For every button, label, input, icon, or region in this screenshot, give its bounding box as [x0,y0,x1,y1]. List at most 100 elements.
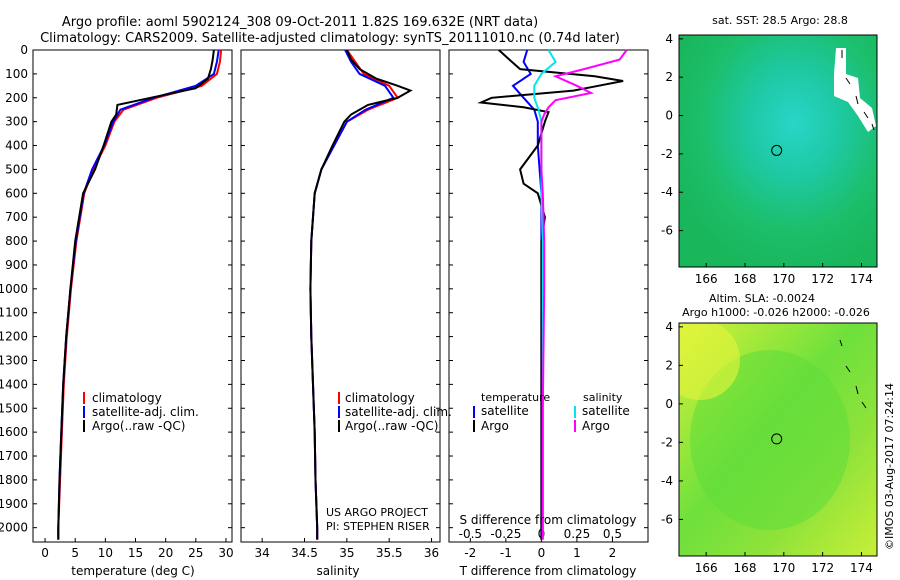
x-tick-label: 15 [128,546,143,560]
difference-y-ticks [449,49,648,529]
depth-tick-label: 1500 [0,401,28,415]
difference-series [477,49,628,540]
difference-panel: -2 -1 0 1 2 -0.5 -0.25 0 0.25 0.5 T difference f… [448,49,649,578]
legend-satellite-label: satellite-adj. clim. [345,405,452,419]
project-name: US ARGO PROJECT [326,506,428,519]
x-tick-label: 30 [218,546,233,560]
x2-tick-label: -0.5 [459,527,482,541]
x2-tick-label: 0.25 [564,527,591,541]
map-y-tick-label: -4 [661,474,673,488]
temperature-series-line-0 [57,49,223,540]
sst-argo-position-marker [771,144,783,156]
map-y-tick-label: -4 [661,185,673,199]
sla-map-frame [678,322,878,557]
sst-map: sat. SST: 28.5 Argo: 28.8 166 168 170 172 17… [661,14,878,286]
depth-tick-label: 800 [5,234,28,248]
salinity-x-ticks: 34 34.5 35 35.5 36 [255,538,439,560]
sla-y-ticks: 4 2 0 -2 -4 -6 [661,320,683,526]
depth-tick-label: 1100 [0,306,28,320]
sla-map-title-2: Argo h1000: -0.026 h2000: -0.026 [682,306,870,319]
temperature-series-line-1 [57,49,220,540]
sst-map-frame [678,34,878,268]
depth-tick-label: 1700 [0,449,28,463]
map-y-tick-label: -6 [661,512,673,526]
x-tick-label: 0 [41,546,49,560]
depth-tick-label: 0 [20,43,28,57]
map-x-tick-label: 170 [772,272,795,286]
temperature-series-line-2 [57,49,215,540]
sla-x-ticks: 166 168 170 172 174 [695,552,873,575]
legend-t-argo-label: Argo [481,419,509,433]
sla-argo-position-marker [771,433,783,445]
map-y-tick-label: 2 [665,358,673,372]
sla-map: Altim. SLA: -0.0024 Argo h1000: -0.026 h… [661,292,878,575]
x-tick-label: -1 [500,546,512,560]
depth-tick-label: 1600 [0,425,28,439]
x-tick-label: 1 [573,546,581,560]
x-tick-label: 25 [188,546,203,560]
legend-argo-label: Argo(..raw -QC) [345,419,438,433]
map-x-tick-label: 172 [811,272,834,286]
sla-high-region [679,323,740,400]
sla-coastline [839,339,867,409]
map-x-tick-label: 174 [850,272,873,286]
difference-plot-frame [448,49,649,543]
header-line-1: Argo profile: aoml 5902124_308 09-Oct-20… [62,15,538,30]
depth-tick-label: 100 [5,67,28,81]
difference-x2-ticks: -0.5 -0.25 0 0.25 0.5 [459,527,622,541]
map-x-tick-label: 170 [772,561,795,575]
x-tick-label: 0 [538,546,546,560]
salinity-legend: climatology satellite-adj. clim. Argo(..… [338,391,452,433]
sst-x-ticks: 166 168 170 172 174 [695,263,873,286]
depth-tick-label: 400 [5,139,28,153]
map-x-tick-label: 168 [734,272,757,286]
x2-tick-label: -0.25 [490,527,521,541]
difference-legend: temperature salinity satellite Argo sate… [473,391,630,433]
map-x-tick-label: 166 [695,561,718,575]
temperature-series [57,49,223,540]
salinity-series-line-1 [309,49,395,540]
x-tick-label: 34.5 [291,546,318,560]
legend-climatology-label: climatology [92,391,162,405]
salinity-x-label: salinity [316,564,359,578]
sst-field [679,35,877,267]
temperature-panel: 0 5 10 15 20 25 30 temperature (deg C) climato… [32,49,234,578]
difference-x-label: T difference from climatology [459,564,637,578]
sst-map-title: sat. SST: 28.5 Argo: 28.8 [712,14,848,27]
legend-t-satellite-label: satellite [481,404,529,418]
temperature-y-ticks [33,49,232,529]
x-tick-label: 5 [71,546,79,560]
temperature-plot-frame [32,49,233,543]
salinity-panel: 34 34.5 35 35.5 36 salinity climatology sate… [240,49,452,578]
temperature-x-ticks: 0 5 10 15 20 25 30 [41,538,234,560]
depth-axis-labels: 0 100 200 300 400 500 600 700 800 900 1000 1100 1200… [0,43,28,535]
difference-x2-label: S difference from climatology [460,513,637,527]
sst-land-mask [834,48,876,132]
map-y-tick-label: 4 [665,320,673,334]
map-y-tick-label: 0 [665,397,673,411]
x-tick-label: 35 [339,546,354,560]
sla-map-title-1: Altim. SLA: -0.0024 [709,292,815,305]
legend-s-argo-label: Argo [582,419,610,433]
depth-tick-label: 1400 [0,377,28,391]
depth-tick-label: 300 [5,115,28,129]
x-tick-label: 20 [158,546,173,560]
salinity-y-ticks [241,49,440,529]
temperature-x-label: temperature (deg C) [71,564,194,578]
legend-temperature-heading: temperature [481,391,550,404]
map-y-tick-label: 2 [665,70,673,84]
x-tick-label: 36 [424,546,439,560]
salinity-plot-frame [240,49,441,543]
map-x-tick-label: 166 [695,272,718,286]
depth-tick-label: 1000 [0,282,28,296]
difference-series-line-0 [511,49,543,540]
difference-x-ticks: -2 -1 0 1 2 [464,538,616,560]
depth-tick-label: 2000 [0,521,28,535]
project-pi: PI: STEPHEN RISER [326,520,430,533]
x-tick-label: 10 [98,546,113,560]
depth-tick-label: 600 [5,186,28,200]
depth-tick-label: 1800 [0,473,28,487]
depth-tick-label: 1300 [0,353,28,367]
map-x-tick-label: 172 [811,561,834,575]
map-x-tick-label: 168 [734,561,757,575]
